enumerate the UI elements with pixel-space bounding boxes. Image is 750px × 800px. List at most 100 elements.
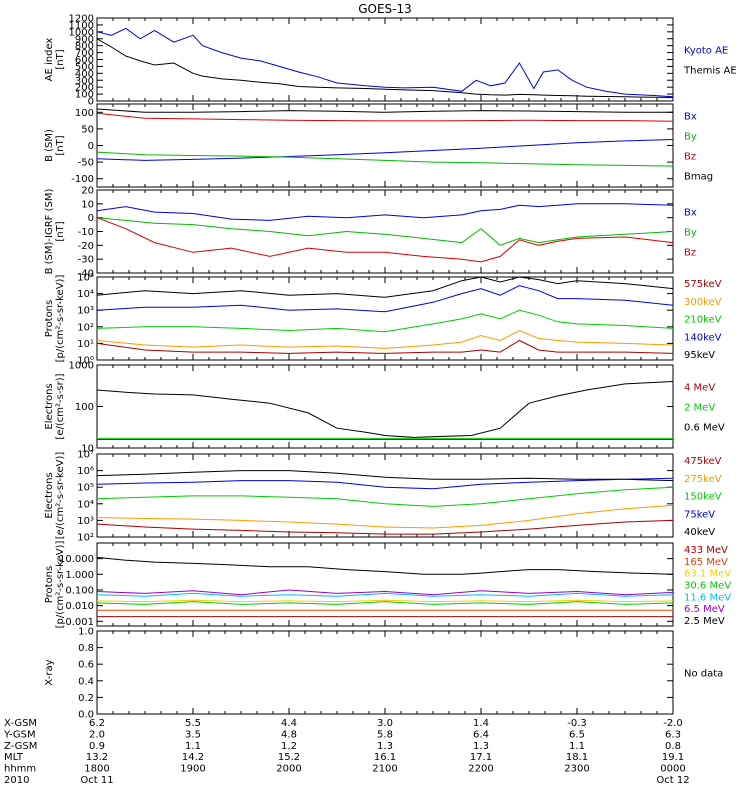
x-table-value: 18.1 <box>566 752 588 763</box>
x-table-row-label: MLT <box>4 752 24 763</box>
x-table-value: 1900 <box>180 764 205 775</box>
y-tick-label: 10 <box>81 199 94 210</box>
panel-protons: 10⁰ 10¹ 10² 10³ 10⁴ 10⁵ Protons [p/(cm²-s-sr-ke… <box>44 273 722 367</box>
legend-entry: 2 MeV <box>684 403 715 414</box>
series-line-75kev <box>96 477 674 490</box>
y-tick-label: 100 <box>75 90 94 101</box>
series-line-bz <box>96 217 674 263</box>
x-table-value: 0000 <box>660 764 685 775</box>
legend-entry: 4 MeV <box>684 383 715 394</box>
y-axis-unit-label: [nT] <box>55 221 66 241</box>
x-table-value: 2200 <box>468 764 493 775</box>
panel-frame <box>96 17 674 102</box>
y-tick-label: -10 <box>78 227 94 238</box>
y-axis-label: X-ray <box>44 659 55 685</box>
series-line-0-6-mev <box>96 381 674 438</box>
series-line-6-5-mev <box>96 589 674 596</box>
legend-entry: Bx <box>684 112 697 123</box>
series-line-150kev <box>96 486 674 507</box>
legend-entry: 40keV <box>684 527 715 538</box>
y-tick-label: 1100 <box>69 20 94 31</box>
x-table-value: 1.2 <box>281 741 297 752</box>
x-table-value: 6.5 <box>569 729 585 740</box>
legend-entry: 95keV <box>684 350 715 361</box>
legend-entry: 75keV <box>684 509 715 520</box>
x-table-value: 5.5 <box>185 718 201 729</box>
y-tick-label: -100 <box>71 174 94 185</box>
y-tick-label: 0.6 <box>78 660 94 671</box>
legend-entry: 275keV <box>684 474 722 485</box>
y-axis-unit-label: [e/(cm²-s-sr)] <box>55 373 66 439</box>
y-tick-label: 0.4 <box>78 676 94 687</box>
legend-entry: 30.6 MeV <box>684 581 731 592</box>
x-table-value: 1.3 <box>377 741 393 752</box>
y-axis-label: Protons <box>44 566 55 603</box>
panel-frame <box>96 276 674 361</box>
x-table-row-label: X-GSM <box>4 718 37 729</box>
y-tick-label: 50 <box>81 124 94 135</box>
y-tick-label: 10⁵ <box>77 273 94 284</box>
y-tick-label: -20 <box>78 241 94 252</box>
y-tick-label: 10⁴ <box>77 499 94 510</box>
x-table-value: 4.4 <box>281 718 297 729</box>
y-tick-label: 400 <box>75 69 94 80</box>
x-table-value: 1.4 <box>473 718 489 729</box>
x-table-row-label: Y-GSM <box>3 729 36 740</box>
legend-entry: 140keV <box>684 332 722 343</box>
y-axis-unit-label: [e/(cm²-s-sr-keV)] <box>55 452 66 540</box>
legend-entry: By <box>684 228 697 239</box>
x-table-value: -0.3 <box>567 718 587 729</box>
legend-entry: 2.5 MeV <box>684 616 725 627</box>
series-line-bz <box>96 112 674 122</box>
y-tick-label: 10⁰ <box>77 356 94 367</box>
y-tick-label: 700 <box>75 48 94 59</box>
y-tick-label: 0.2 <box>78 693 94 704</box>
y-tick-label: 900 <box>75 34 94 45</box>
legend-entry: 433 MeV <box>684 545 728 556</box>
legend-entry: Themis AE <box>683 66 737 77</box>
series-line-40kev <box>96 470 674 482</box>
legend-entry: No data <box>684 669 723 680</box>
x-table-value: 2.0 <box>89 729 105 740</box>
x-table-value: Oct 12 <box>656 775 689 786</box>
y-tick-label: 1.000 <box>65 570 94 581</box>
legend-entry: Bz <box>684 248 696 259</box>
y-tick-label: 600 <box>75 55 94 66</box>
chart-title: GOES-13 <box>358 2 412 16</box>
x-table-row-label: 2010 <box>4 775 29 786</box>
y-tick-label: 0 <box>88 141 94 152</box>
series-line-30-6-mev <box>96 601 674 605</box>
y-axis-label: Electrons <box>44 472 55 518</box>
y-axis-label: Electrons <box>44 383 55 429</box>
series-line-bx <box>96 203 674 221</box>
x-table-value: 19.1 <box>662 752 684 763</box>
y-axis-unit-label: [p/(cm²-s-sr-keV)] <box>55 275 66 363</box>
x-table-value: 1.1 <box>185 741 201 752</box>
legend-entry: 11.6 MeV <box>684 592 731 603</box>
y-tick-label: -40 <box>78 269 94 280</box>
series-line-bx <box>96 139 674 161</box>
series-line-210kev <box>96 309 674 333</box>
panel-frame <box>96 189 674 274</box>
x-table-value: 1.3 <box>473 741 489 752</box>
legend-entry: 475keV <box>684 456 722 467</box>
x-table-value: 6.2 <box>89 718 105 729</box>
x-table-value: 6.3 <box>665 729 681 740</box>
y-axis-unit-label: [p/(cm²-s-sr-keV)] <box>55 541 66 629</box>
legend-entry: Kyoto AE <box>684 46 728 57</box>
series-line-140kev <box>96 285 674 313</box>
x-table-value: 2300 <box>564 764 589 775</box>
y-axis-unit-label: [nT] <box>55 49 66 69</box>
panel-frame <box>96 103 674 188</box>
y-axis-unit-label: [nT] <box>55 135 66 155</box>
legend-entry: 210keV <box>684 315 722 326</box>
y-tick-label: 500 <box>75 62 94 73</box>
x-table-value: 1800 <box>84 764 109 775</box>
y-tick-label: 10⁶ <box>77 466 94 477</box>
x-table-value: -2.0 <box>663 718 683 729</box>
legend-entry: By <box>684 132 697 143</box>
y-tick-label: 10¹ <box>77 339 94 350</box>
x-table-value: Oct 11 <box>80 775 113 786</box>
legend-entry: Bx <box>684 208 697 219</box>
panel-electrons_kev: 10² 10³ 10⁴ 10⁵ 10⁶ 10⁷ Electrons [e/(cm²-s-sr-… <box>44 450 722 544</box>
